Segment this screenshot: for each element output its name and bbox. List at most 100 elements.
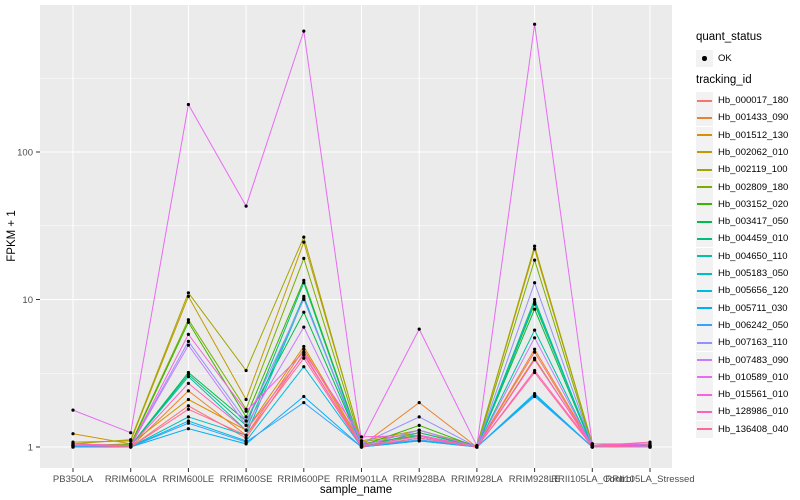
- data-point: [648, 440, 652, 444]
- legend-title-quant-status: quant_status: [696, 31, 762, 43]
- data-point: [244, 204, 248, 208]
- data-point: [533, 347, 537, 351]
- legend-key-swatch: [696, 92, 713, 109]
- legend-key-swatch: [696, 247, 713, 265]
- legend-key-swatch: [696, 195, 713, 213]
- data-point: [359, 439, 364, 443]
- data-point: [186, 320, 190, 324]
- legend-item-Hb_000017_180: Hb_000017_180: [696, 92, 788, 109]
- data-point: [186, 332, 190, 336]
- data-point: [533, 244, 537, 248]
- legend-key-swatch: [696, 178, 713, 196]
- legend-item-Hb_001433_090: Hb_001433_090: [696, 109, 788, 127]
- data-point: [302, 344, 306, 349]
- legend-key-swatch: [696, 230, 713, 248]
- panel-background: [40, 5, 672, 468]
- data-point: [244, 440, 248, 444]
- legend-item-Hb_006242_050: Hb_006242_050: [696, 316, 788, 334]
- data-point: [590, 445, 594, 449]
- legend-item-ok: OK: [696, 50, 732, 67]
- data-point: [302, 353, 306, 357]
- legend-item-Hb_002062_010: Hb_002062_010: [696, 143, 788, 161]
- legend-item-Hb_007483_090: Hb_007483_090: [696, 351, 788, 369]
- legend-line-icon: [697, 376, 712, 379]
- data-point: [244, 433, 248, 437]
- data-point: [244, 428, 248, 432]
- legend-label: Hb_004459_010: [718, 233, 789, 245]
- data-point: [359, 435, 364, 439]
- legend-line-icon: [697, 428, 712, 431]
- x-tick-label: RRIM928LA: [451, 474, 503, 485]
- data-point: [186, 343, 190, 347]
- data-point: [302, 365, 306, 369]
- legend-item-Hb_005656_120: Hb_005656_120: [696, 282, 788, 300]
- data-point: [533, 258, 537, 262]
- y-tick-label: 1: [28, 443, 33, 454]
- legend-label-ok: OK: [718, 53, 732, 64]
- legend-key-swatch: [696, 265, 713, 282]
- x-tick-label: RRII105LA_Control: [551, 474, 633, 485]
- legend-line-icon: [697, 134, 712, 137]
- legend-line-icon: [697, 410, 712, 413]
- data-point: [186, 318, 190, 322]
- data-point: [302, 29, 306, 33]
- legend-key-swatch: [696, 161, 713, 179]
- data-point: [302, 350, 306, 354]
- legend-key-swatch: [696, 351, 713, 369]
- data-point: [302, 235, 306, 239]
- data-point: [244, 415, 248, 419]
- data-point: [648, 444, 652, 448]
- data-point: [186, 375, 190, 379]
- x-axis-title: sample_name: [320, 484, 392, 496]
- data-point: [417, 415, 421, 419]
- data-point: [186, 294, 190, 298]
- legend-item-Hb_015561_010: Hb_015561_010: [696, 386, 788, 404]
- legend-line-icon: [697, 324, 712, 327]
- data-point: [186, 339, 190, 343]
- legend-line-icon: [697, 237, 712, 240]
- legend-label: Hb_128986_010: [718, 406, 789, 418]
- data-point: [302, 325, 306, 329]
- data-point: [244, 423, 248, 427]
- data-point: [533, 300, 537, 304]
- legend-item-Hb_005183_050: Hb_005183_050: [696, 265, 788, 282]
- data-point: [244, 419, 248, 423]
- legend-item-Hb_004459_010: Hb_004459_010: [696, 230, 789, 248]
- legend-line-icon: [697, 307, 712, 310]
- legend-label: Hb_002119_100: [718, 164, 788, 176]
- data-point: [359, 445, 364, 449]
- data-point: [186, 397, 190, 402]
- legend-key-swatch: [696, 143, 713, 161]
- legend-label: Hb_000017_180: [718, 95, 789, 106]
- data-point: [302, 401, 306, 405]
- legend-label: Hb_001512_130: [718, 129, 789, 141]
- legend-key-swatch: [696, 403, 713, 421]
- data-point: [186, 407, 190, 411]
- legend-key-swatch: [696, 109, 713, 127]
- x-tick-label: RRII105LA_Stressed: [605, 474, 694, 485]
- data-point: [186, 381, 190, 385]
- data-point: [533, 350, 537, 354]
- legend-key-swatch: [696, 126, 713, 144]
- data-point: [244, 397, 248, 402]
- x-tick-label: RRIM901LA: [336, 474, 388, 485]
- data-point: [129, 445, 133, 449]
- legend-key-swatch: [696, 334, 713, 352]
- data-point: [302, 278, 306, 282]
- legend-key-ok: [696, 50, 713, 67]
- legend-item-Hb_002809_180: Hb_002809_180: [696, 178, 788, 196]
- x-tick-label: PB350LA: [53, 474, 94, 485]
- x-tick-label: RRIM600LE: [163, 474, 215, 485]
- data-point: [417, 401, 421, 405]
- legend-item-Hb_007163_110: Hb_007163_110: [696, 334, 788, 352]
- data-point: [533, 22, 537, 26]
- x-tick-label: RRIM600SE: [220, 474, 273, 485]
- data-point: [244, 368, 248, 373]
- legend-label: Hb_005711_030: [718, 302, 788, 314]
- legend-key-swatch: [696, 316, 713, 334]
- data-point: [533, 358, 537, 362]
- x-tick-label: RRIM928BA: [393, 474, 446, 485]
- data-point: [533, 336, 537, 340]
- legend-title-tracking-id: tracking_id: [696, 74, 752, 86]
